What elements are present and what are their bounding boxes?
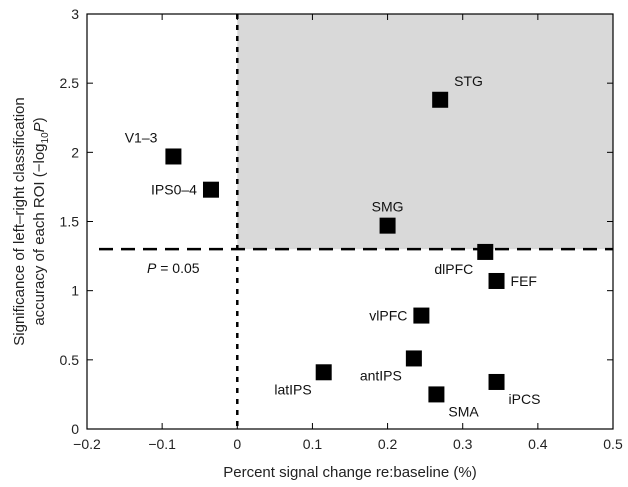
- data-point-stg: [432, 91, 449, 108]
- y-axis-title-prefix: accuracy of each ROI (−log: [31, 143, 48, 325]
- data-point-dlpfc: [477, 243, 494, 260]
- threshold-label-value: = 0.05: [156, 260, 199, 276]
- point-label: latIPS: [274, 381, 311, 397]
- x-tick-label: 0.5: [603, 436, 623, 452]
- point-label: antIPS: [360, 367, 402, 383]
- data-point-smg: [379, 217, 396, 234]
- axis-ticks: −0.2 −0.1 0 0.1 0.2 0.3 0.4 0.5 0 0.5 1 1.5 2 2.5 3: [60, 6, 623, 452]
- x-tick-label: 0.2: [378, 436, 398, 452]
- point-label: STG: [454, 73, 483, 89]
- point-label: V1–3: [125, 129, 158, 145]
- point-label: IPS0–4: [151, 182, 197, 198]
- point-label: FEF: [511, 273, 537, 289]
- y-axis-title-line1: Significance of left–right classificatio…: [11, 97, 28, 345]
- data-point-sma: [428, 386, 445, 403]
- data-points: [165, 91, 505, 403]
- data-point-v1-3: [165, 148, 182, 165]
- point-label: SMA: [448, 403, 479, 419]
- data-point-antips: [405, 350, 422, 367]
- y-tick-label: 2.5: [60, 75, 80, 91]
- data-point-latips: [315, 364, 332, 381]
- y-axis-title-suffix: ): [31, 117, 48, 122]
- y-tick-label: 1: [71, 283, 79, 299]
- x-tick-label: 0: [233, 436, 241, 452]
- data-point-ipcs: [488, 373, 505, 390]
- y-tick-label: 0.5: [60, 352, 80, 368]
- point-label: SMG: [372, 199, 404, 215]
- point-label: iPCS: [509, 391, 541, 407]
- x-tick-label: −0.1: [148, 436, 176, 452]
- y-tick-label: 3: [71, 6, 79, 22]
- y-axis-title-var: P: [31, 122, 48, 132]
- plot-frame: [86, 13, 614, 430]
- x-tick-label: −0.2: [73, 436, 101, 452]
- data-point-vlpfc: [413, 307, 430, 324]
- y-axis-title: Significance of left–right classificatio…: [11, 97, 51, 345]
- shaded-region: [237, 14, 614, 250]
- point-label: dlPFC: [434, 261, 473, 277]
- x-tick-label: 0.1: [303, 436, 323, 452]
- data-point-fef: [488, 272, 505, 289]
- data-point-ips0-4: [202, 181, 219, 198]
- y-tick-label: 0: [71, 421, 79, 437]
- y-tick-label: 1.5: [60, 214, 80, 230]
- point-labels: STG V1–3 IPS0–4 SMG dlPFC FEF vlPFC antIPS latIP…: [125, 73, 541, 420]
- point-label: vlPFC: [369, 308, 407, 324]
- threshold-label: P = 0.05: [147, 260, 200, 276]
- x-tick-label: 0.3: [453, 436, 473, 452]
- x-axis-title: Percent signal change re:baseline (%): [223, 464, 476, 481]
- y-tick-label: 2: [71, 144, 79, 160]
- y-axis-title-line2: accuracy of each ROI (−log10P): [31, 117, 51, 325]
- x-tick-label: 0.4: [528, 436, 548, 452]
- y-axis-title-sub: 10: [40, 132, 51, 144]
- threshold-label-var: P: [147, 260, 157, 276]
